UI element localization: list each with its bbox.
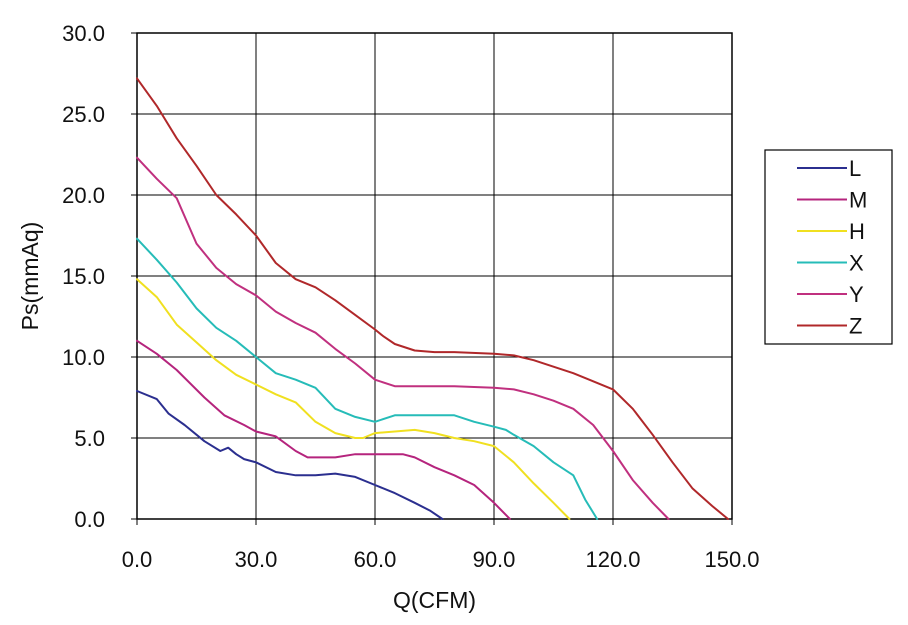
legend-label-l: L — [849, 156, 861, 181]
legend-label-h: H — [849, 219, 865, 244]
y-tick-label: 0.0 — [74, 507, 105, 532]
legend-label-x: X — [849, 251, 864, 276]
legend-label-y: Y — [849, 282, 864, 307]
series-line-m — [136, 339, 511, 520]
x-tick-label: 120.0 — [585, 547, 640, 572]
y-axis-title: Ps(mmAq) — [17, 222, 43, 331]
series-line-h — [136, 278, 571, 520]
x-tick-label: 0.0 — [122, 547, 153, 572]
y-tick-label: 15.0 — [62, 264, 105, 289]
series-line-l — [136, 390, 444, 520]
grid-lines — [131, 32, 733, 525]
x-axis-title: Q(CFM) — [393, 587, 476, 613]
x-tick-labels: 0.0 30.0 60.0 90.0 120.0 150.0 — [122, 547, 760, 572]
x-tick-label: 90.0 — [473, 547, 516, 572]
plot-area-frame — [136, 32, 733, 520]
x-tick-label: 30.0 — [235, 547, 278, 572]
x-tick-label: 60.0 — [354, 547, 397, 572]
y-tick-label: 25.0 — [62, 102, 105, 127]
y-tick-label: 10.0 — [62, 345, 105, 370]
legend-box — [764, 149, 893, 345]
series-lines — [136, 77, 729, 520]
series-line-z — [136, 77, 729, 520]
series-line-x — [136, 237, 599, 520]
legend-label-z: Z — [849, 314, 862, 339]
y-tick-label: 30.0 — [62, 21, 105, 46]
y-tick-label: 5.0 — [74, 426, 105, 451]
y-tick-labels: 0.0 5.0 10.0 15.0 20.0 25.0 30.0 — [62, 21, 105, 532]
legend-label-m: M — [849, 188, 867, 213]
series-line-y — [136, 156, 670, 520]
x-tick-label: 150.0 — [704, 547, 759, 572]
y-tick-label: 20.0 — [62, 183, 105, 208]
